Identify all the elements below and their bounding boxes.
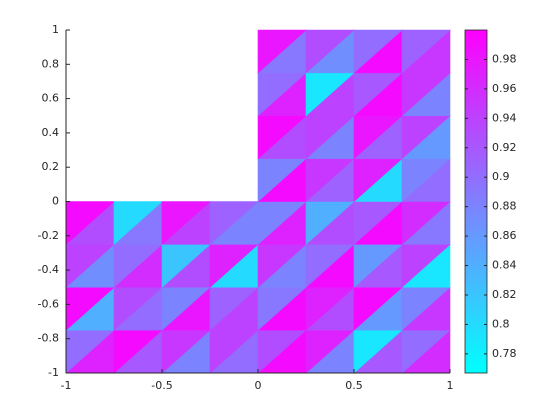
y-tick-label: 0.6 <box>42 92 60 105</box>
colorbar-tick-label: 0.86 <box>492 229 517 242</box>
y-tick-label: 0.2 <box>42 160 60 173</box>
x-tick-label: 0 <box>255 379 262 392</box>
y-tick-label: 0.8 <box>42 57 60 70</box>
y-tick-label: -1 <box>48 366 59 379</box>
colorbar-tick-label: 0.9 <box>492 170 510 183</box>
y-tick-label: -0.8 <box>38 332 59 345</box>
triangle <box>209 201 259 246</box>
colorbar-tick-label: 0.98 <box>492 52 517 65</box>
x-tick-label: -0.5 <box>151 379 172 392</box>
colorbar <box>464 29 488 374</box>
triangle <box>305 29 355 74</box>
triangle <box>401 29 451 74</box>
y-tick-label: 1 <box>52 23 59 36</box>
triangle <box>257 29 307 74</box>
y-tick-label: -0.2 <box>38 229 59 242</box>
colorbar-tick-label: 0.78 <box>492 347 517 360</box>
y-tick-label: 0 <box>52 195 59 208</box>
y-tick-label: -0.4 <box>38 263 59 276</box>
triangle <box>113 201 163 246</box>
y-tick-label: 0.4 <box>42 126 60 139</box>
colorbar-tick-label: 0.84 <box>492 259 517 272</box>
x-tick-label: 0.5 <box>345 379 363 392</box>
x-tick-label: 1 <box>447 379 454 392</box>
colorbar-tick-label: 0.96 <box>492 82 517 95</box>
colorbar-tick-label: 0.88 <box>492 200 517 213</box>
triangle <box>353 29 403 74</box>
colorbar-tick-label: 0.94 <box>492 111 517 124</box>
colorbar-tick-label: 0.82 <box>492 288 517 301</box>
colorbar-tick-label: 0.92 <box>492 141 517 154</box>
x-tick-label: -1 <box>61 379 72 392</box>
y-tick-label: -0.6 <box>38 297 59 310</box>
colorbar-tick-label: 0.8 <box>492 317 510 330</box>
triangle <box>161 201 211 246</box>
